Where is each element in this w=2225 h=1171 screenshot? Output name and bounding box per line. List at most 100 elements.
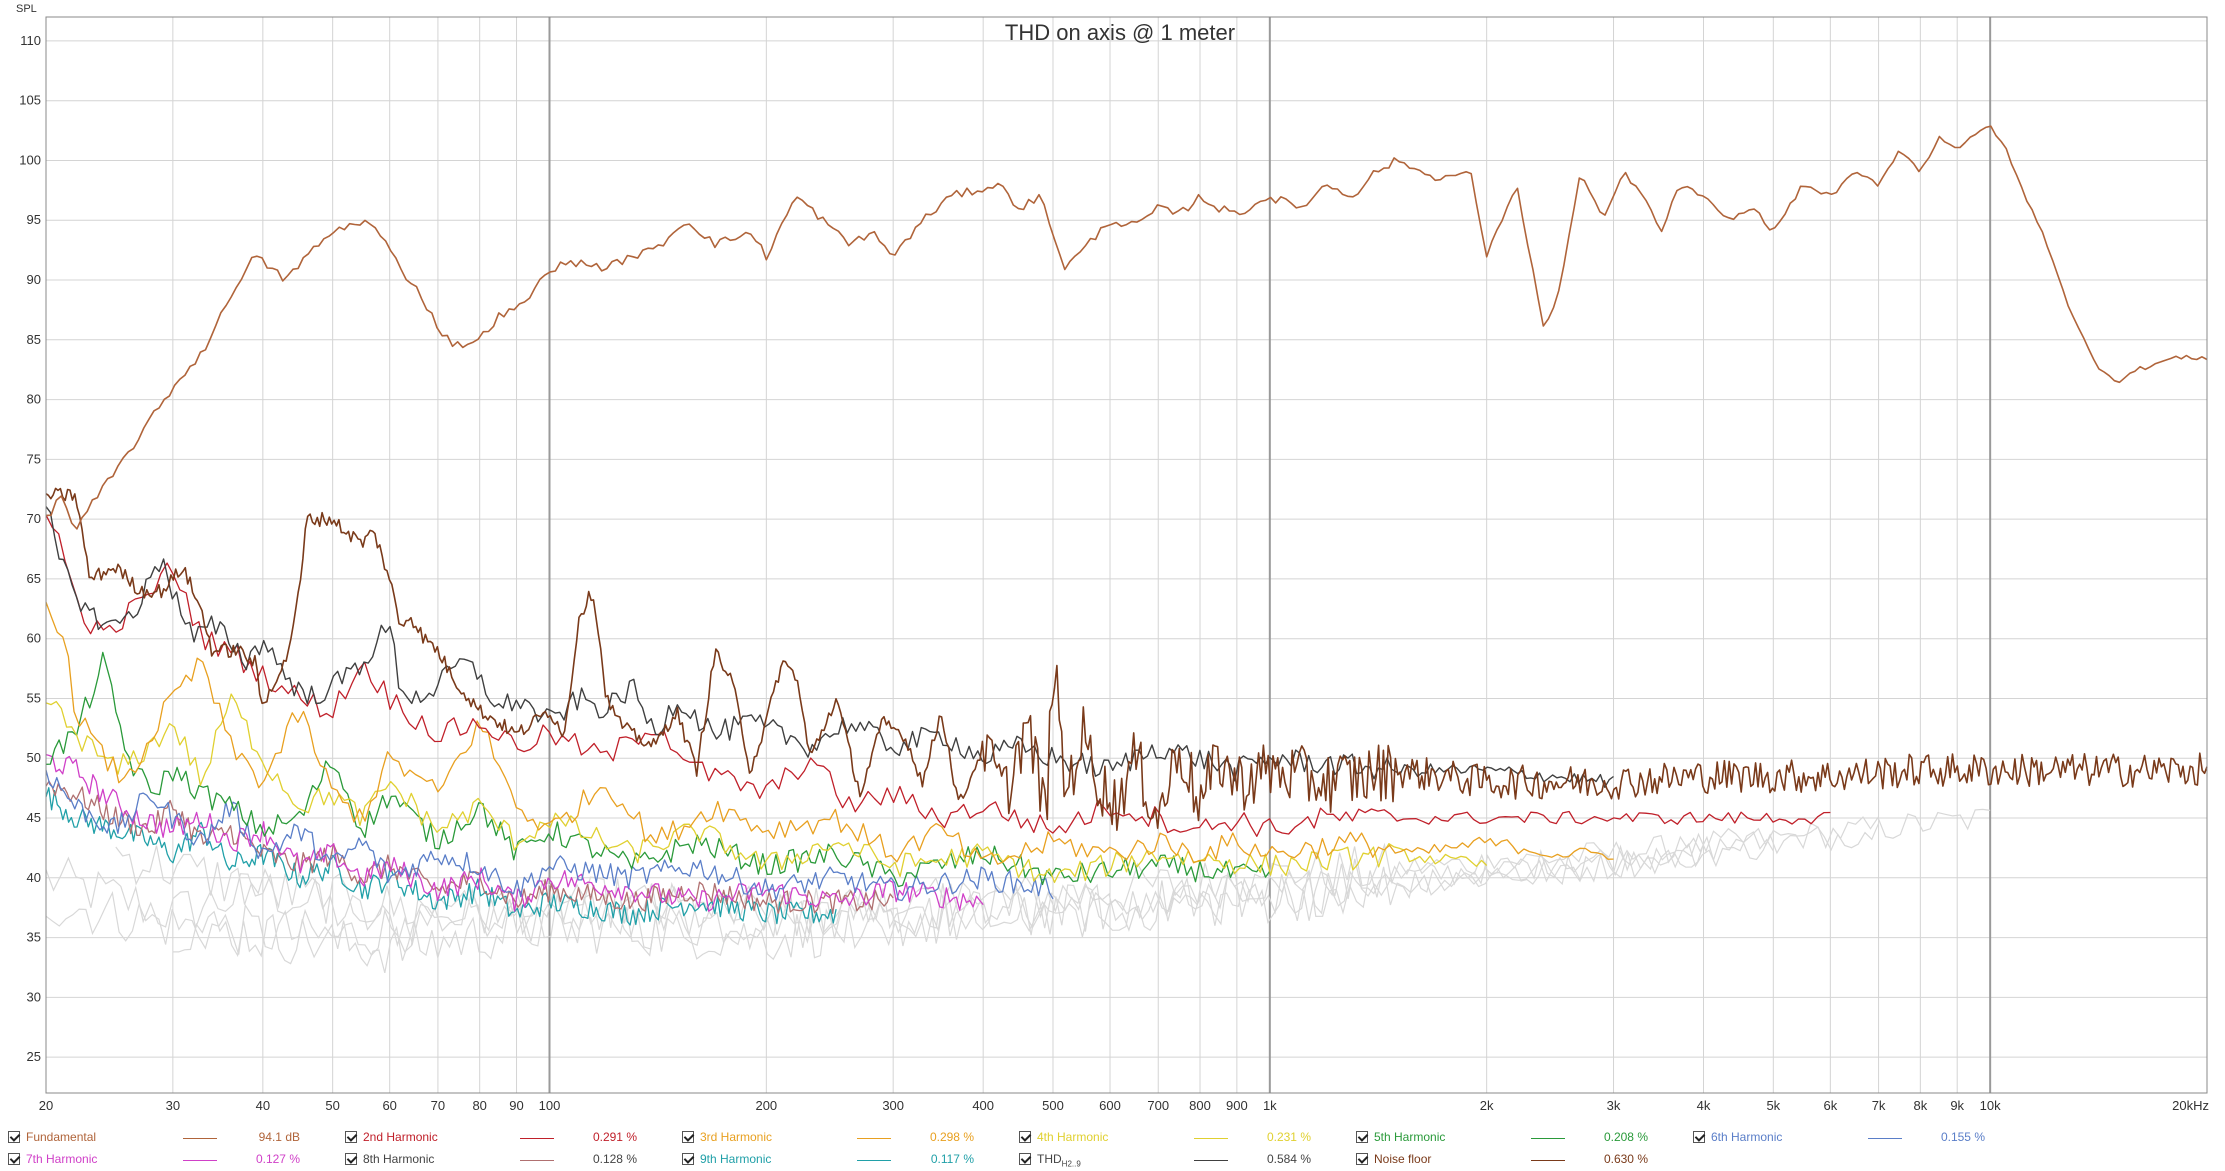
series-line-9th-harmonic [45,787,837,926]
y-tick-label: 60 [27,631,41,646]
legend-value: 0.155 % [1940,1130,1985,1144]
series-line-thd [45,506,1614,788]
x-tick-label: 70 [431,1098,445,1113]
legend-label: 5th Harmonic [1374,1130,1445,1144]
y-tick-label: 65 [27,571,41,586]
legend-label-text: 5th Harmonic [1374,1130,1446,1144]
tick-layer: 25 30 35 40 45 50 55 60 65 70 75 80 85 90 95 100 105 110 2… [19,33,2209,1113]
legend-checkbox[interactable] [682,1153,694,1165]
y-tick-label: 50 [27,750,41,765]
legend-checkbox[interactable] [8,1131,20,1143]
legend-item-7th-harmonic[interactable]: 7th Harmonic 0.127 % [8,1150,338,1170]
y-tick-label: 45 [27,810,41,825]
faint-trace [172,844,1705,974]
legend-checkbox[interactable] [1019,1153,1031,1165]
legend-label-text: 8th Harmonic [363,1152,435,1166]
x-tick-label: 700 [1147,1098,1169,1113]
plot-frame [45,16,2208,1094]
legend-checkbox[interactable] [1356,1131,1368,1143]
legend-line-swatch [183,1160,217,1161]
x-tick-label: 50 [325,1098,339,1113]
y-tick-label: 75 [27,451,41,466]
series-line-7th-harmonic [45,753,984,912]
x-tick-label: 800 [1189,1098,1211,1113]
legend-value: 0.298 % [929,1130,974,1144]
legend-value: 0.291 % [592,1130,637,1144]
legend-item-4th-harmonic[interactable]: 4th Harmonic 0.231 % [1019,1128,1349,1148]
series-line-fundamental [45,125,2208,530]
legend-label: 4th Harmonic [1037,1130,1108,1144]
legend-value: 0.127 % [255,1152,300,1166]
legend-checkbox[interactable] [1693,1131,1705,1143]
series-line-4th-harmonic [45,693,1488,884]
x-tick-label: 4k [1697,1098,1711,1113]
legend-item-3rd-harmonic[interactable]: 3rd Harmonic 0.298 % [682,1128,1012,1148]
legend-label: THDH2..9 [1037,1152,1081,1168]
legend-value: 0.128 % [592,1152,637,1166]
x-tick-label: 100 [539,1098,561,1113]
legend-item-noise-floor[interactable]: Noise floor 0.630 % [1356,1150,1686,1170]
series-layer [45,125,2208,926]
legend-line-swatch [1868,1138,1902,1139]
x-tick-label: 500 [1042,1098,1064,1113]
series-line-3rd-harmonic [45,601,1614,865]
x-tick-label: 20kHz [2172,1098,2209,1113]
series-line-6th-harmonic [45,769,1054,902]
y-tick-label: 95 [27,212,41,227]
y-axis-label: SPL [16,3,37,15]
y-tick-label: 25 [27,1049,41,1064]
y-tick-label: 80 [27,392,41,407]
legend-item-fundamental[interactable]: Fundamental 94.1 dB [8,1128,338,1148]
legend-item-8th-harmonic[interactable]: 8th Harmonic 0.128 % [345,1150,675,1170]
legend-checkbox[interactable] [682,1131,694,1143]
x-tick-label: 9k [1950,1098,1964,1113]
legend-line-swatch [1531,1138,1565,1139]
x-tick-label: 8k [1913,1098,1927,1113]
legend-value: 0.584 % [1266,1152,1311,1166]
legend-line-swatch [520,1138,554,1139]
legend-item-2nd-harmonic[interactable]: 2nd Harmonic 0.291 % [345,1128,675,1148]
legend-checkbox[interactable] [345,1153,357,1165]
legend-label-text: 7th Harmonic [26,1152,98,1166]
x-tick-label: 40 [256,1098,270,1113]
series-line-noise-floor [45,487,2208,831]
series-line-2nd-harmonic [45,514,1831,837]
legend-item-5th-harmonic[interactable]: 5th Harmonic 0.208 % [1356,1128,1686,1148]
y-tick-label: 35 [27,930,41,945]
legend-line-swatch [520,1160,554,1161]
legend-line-swatch [857,1138,891,1139]
legend-checkbox[interactable] [8,1153,20,1165]
legend-label: 6th Harmonic [1711,1130,1782,1144]
x-tick-label: 200 [755,1098,777,1113]
thd-chart: 25 30 35 40 45 50 55 60 65 70 75 80 85 90 95 100 105 110 2… [16,3,2209,1113]
legend-label-text: Noise floor [1374,1152,1432,1166]
legend-label-text: Fundamental [26,1130,97,1144]
y-tick-label: 100 [19,152,41,167]
legend-label: Noise floor [1374,1152,1431,1166]
legend-value: 94.1 dB [258,1130,300,1144]
x-tick-label: 60 [382,1098,396,1113]
legend-label: 7th Harmonic [26,1152,97,1166]
x-tick-label: 80 [472,1098,486,1113]
legend-item-9th-harmonic[interactable]: 9th Harmonic 0.117 % [682,1150,1012,1170]
legend-label: 3rd Harmonic [700,1130,772,1144]
legend-line-swatch [1531,1160,1565,1161]
legend-value: 0.208 % [1603,1130,1648,1144]
legend-checkbox[interactable] [1356,1153,1368,1165]
x-tick-label: 400 [972,1098,994,1113]
legend-item-thd[interactable]: THDH2..9 0.584 % [1019,1150,1349,1170]
x-tick-label: 30 [166,1098,180,1113]
x-tick-label: 10k [1980,1098,2001,1113]
x-tick-label: 90 [509,1098,523,1113]
x-tick-label: 20 [39,1098,53,1113]
y-tick-label: 90 [27,272,41,287]
legend-label-text: THD [1037,1152,1062,1166]
x-tick-label: 6k [1823,1098,1837,1113]
legend-checkbox[interactable] [1019,1131,1031,1143]
legend-item-6th-harmonic[interactable]: 6th Harmonic 0.155 % [1693,1128,2023,1148]
legend-label-text: 3rd Harmonic [700,1130,773,1144]
legend-line-swatch [183,1138,217,1139]
y-tick-label: 30 [27,989,41,1004]
legend-checkbox[interactable] [345,1131,357,1143]
y-tick-label: 70 [27,511,41,526]
